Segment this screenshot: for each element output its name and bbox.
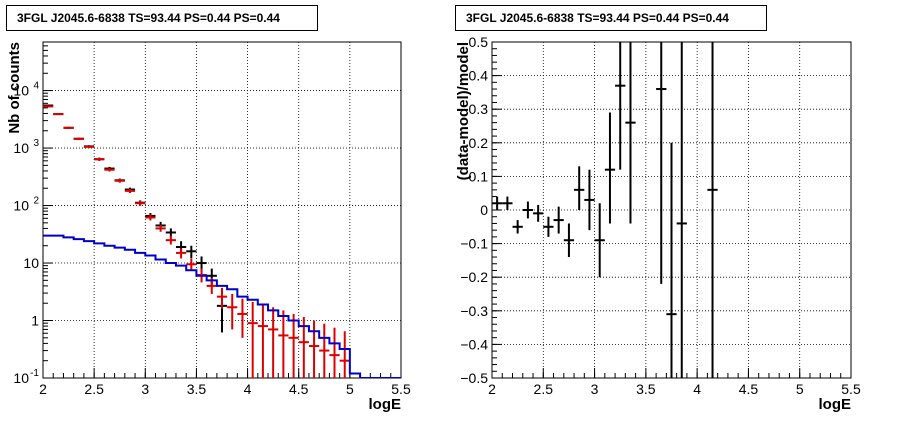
p0-y-tick-exponent: 2 [33,196,39,207]
p0-x-tick-label: 5 [346,381,354,397]
p1-x-tick-label: 5.5 [841,381,861,397]
p0-y-tick-label: 1 [31,313,39,329]
p1-x-tick-label: 3.5 [636,381,656,397]
p0-y-tick-label: 10 [13,140,29,156]
p0-x-tick-label: 4.5 [289,381,309,397]
p0-y-tick-label: 10 [13,370,29,386]
p0-plot-frame [42,41,402,379]
p0-y-axis-label: Nb of counts [6,42,23,134]
p1-x-axis-label: logE [819,396,852,413]
p0-x-tick-label: 5.5 [391,381,411,397]
p1-x-tick-label: 2.5 [534,381,554,397]
p1-x-tick-label: 2 [488,381,496,397]
p1-y-tick-label: 0.3 [469,101,489,117]
p1-y-tick-label: 0.4 [469,68,489,84]
p1-plot-area [492,42,718,378]
p1-x-tick-label: 3 [591,381,599,397]
p1-y-tick-label: 0.5 [469,34,489,50]
right-plot-title: 3FGL J2045.6-6838 TS=93.44 PS=0.44 PS=0.… [455,5,767,31]
p0-x-tick-label: 2.5 [84,381,104,397]
p0-y-tick-exponent: -1 [30,368,39,379]
p1-y-tick-label: −0.4 [460,336,488,352]
p0-x-tick-label: 3 [141,381,149,397]
p1-y-tick-label: 0 [480,202,488,218]
p1-x-tick-label: 5 [796,381,804,397]
p0-x-tick-label: 4 [244,381,252,397]
p0-x-tick-label: 3.5 [187,381,207,397]
p1-y-tick-label: −0.1 [460,236,488,252]
p1-x-tick-label: 4.5 [739,381,759,397]
left-plot-title: 3FGL J2045.6-6838 TS=93.44 PS=0.44 PS=0.… [6,5,318,31]
p1-y-tick-label: −0.3 [460,303,488,319]
p0-y-tick-exponent: 3 [33,138,39,149]
p0-plot-area [43,104,401,378]
p1-y-tick-label: −0.5 [460,370,488,386]
p1-y-tick-label: −0.2 [460,269,488,285]
p0-y-tick-label: 10 [13,198,29,214]
p0-model-step-line [43,234,401,378]
p1-y-tick-label: 0.2 [469,135,489,151]
p0-y-tick-label: 10 [13,83,29,99]
p0-y-tick-label: 10 [23,255,39,271]
p1-y-axis-label: (data-model)/model [455,42,472,180]
p0-x-axis-label: logE [369,396,402,413]
p0-y-tick-exponent: 4 [33,81,39,92]
p1-y-tick-label: 0.1 [469,168,489,184]
p0-x-tick-label: 2 [39,381,47,397]
p1-x-tick-label: 4 [693,381,701,397]
